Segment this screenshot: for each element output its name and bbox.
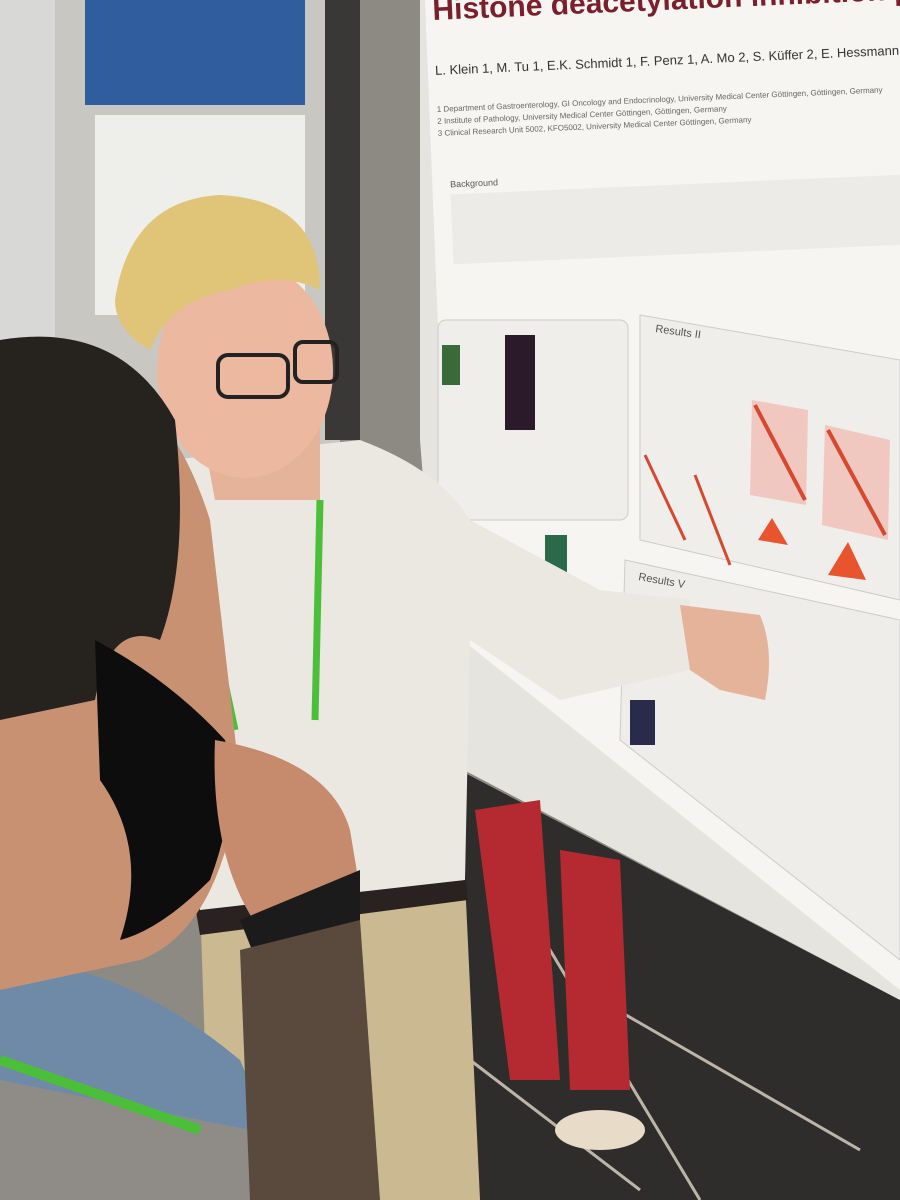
viewer-hair: [0, 336, 180, 720]
heatmap-diagonal: [753, 404, 807, 501]
text-block: [450, 173, 900, 265]
heatmap-diagonal: [693, 474, 732, 566]
triangle-plot: [758, 518, 788, 545]
lanyard: [311, 499, 324, 721]
passerby-legs: [475, 800, 630, 1090]
figure: [505, 335, 535, 430]
presenter-hand: [680, 605, 769, 700]
carpet: [440, 760, 900, 1200]
presenter-hair: [115, 195, 320, 350]
heatmap-diagonal: [643, 454, 687, 541]
poster-banner: [85, 0, 305, 105]
viewer-hand: [214, 740, 360, 930]
triangle-plot: [828, 542, 866, 580]
figure: [442, 345, 460, 385]
poster-section: Background: [450, 177, 498, 189]
viewer-mask: [95, 640, 230, 940]
figure: [630, 700, 655, 745]
viewer-lanyard: [0, 1055, 202, 1135]
presenter-face: [157, 262, 333, 478]
board-left: [0, 0, 60, 340]
viewer-arm: [240, 920, 380, 1200]
viewer-jacket: [0, 1080, 260, 1200]
glasses: [216, 340, 339, 399]
passerby-shoe: [555, 1110, 645, 1150]
heatmap-diagonal: [826, 429, 887, 536]
